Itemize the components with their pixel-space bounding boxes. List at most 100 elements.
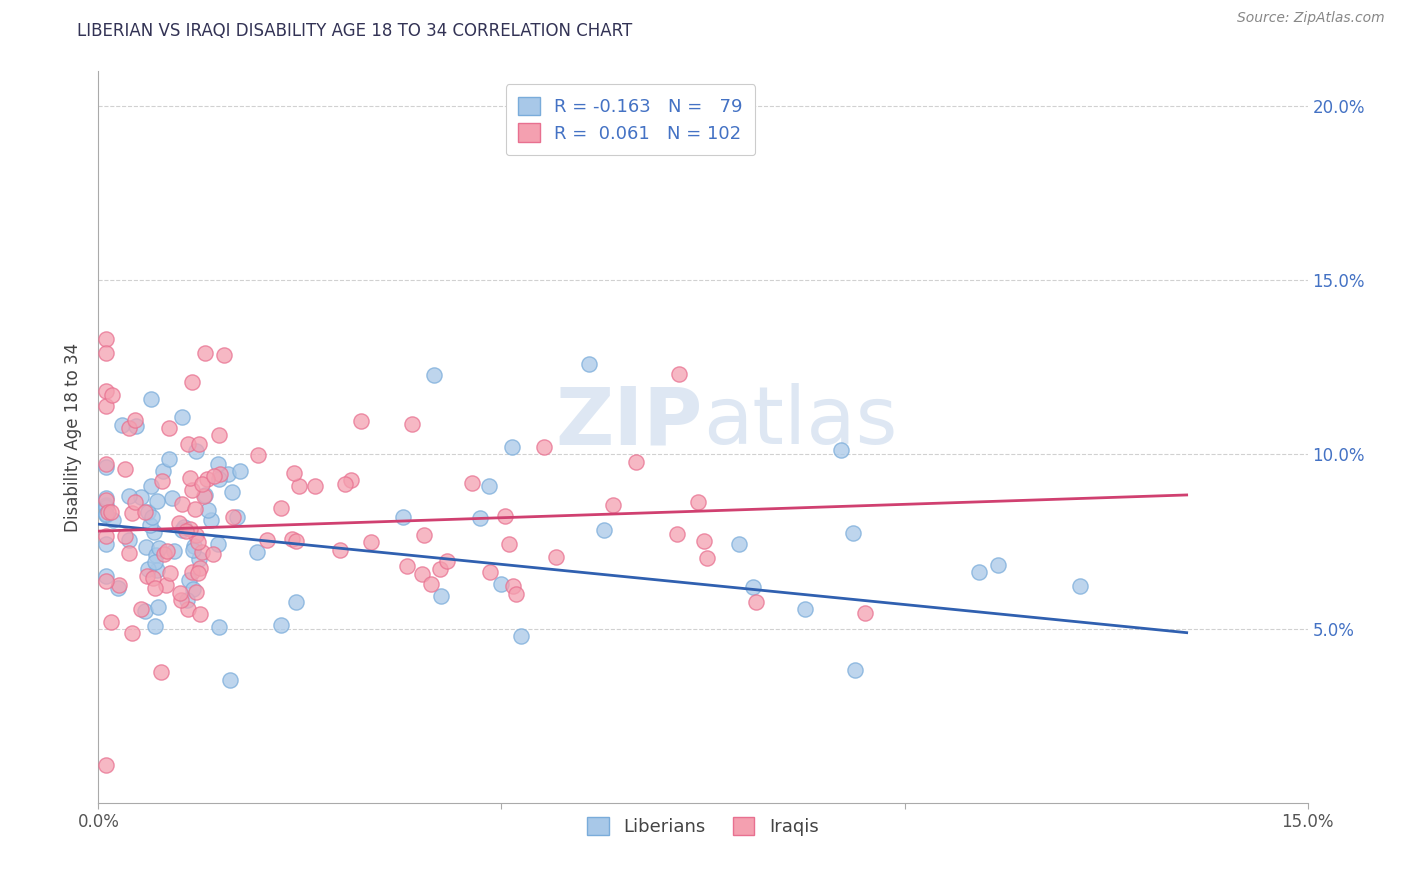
- Point: [96, 569, 118, 583]
- Point: [156, 544, 179, 558]
- Point: [184, 527, 207, 541]
- Point: [118, 533, 141, 547]
- Point: [96, 384, 118, 399]
- Point: [184, 444, 207, 458]
- Point: [686, 495, 709, 509]
- Point: [117, 488, 139, 502]
- Point: [360, 534, 382, 549]
- Point: [136, 569, 159, 583]
- Point: [148, 541, 170, 555]
- Point: [179, 471, 201, 485]
- Point: [134, 505, 156, 519]
- Point: [853, 606, 876, 620]
- Point: [256, 533, 278, 548]
- Point: [666, 527, 689, 541]
- Point: [100, 505, 122, 519]
- Point: [160, 491, 183, 506]
- Point: [111, 418, 134, 433]
- Point: [217, 467, 239, 482]
- Point: [221, 485, 243, 500]
- Point: [201, 547, 224, 561]
- Point: [177, 573, 200, 587]
- Point: [194, 488, 217, 502]
- Point: [96, 508, 118, 522]
- Point: [436, 554, 458, 568]
- Point: [592, 523, 614, 537]
- Point: [283, 466, 305, 480]
- Point: [696, 550, 718, 565]
- Point: [107, 582, 129, 596]
- Text: atlas: atlas: [703, 384, 897, 461]
- Point: [96, 498, 118, 512]
- Point: [284, 594, 307, 608]
- Point: [96, 345, 118, 359]
- Text: LIBERIAN VS IRAQI DISABILITY AGE 18 TO 34 CORRELATION CHART: LIBERIAN VS IRAQI DISABILITY AGE 18 TO 3…: [77, 22, 633, 40]
- Point: [169, 592, 191, 607]
- Point: [177, 602, 200, 616]
- Point: [121, 506, 143, 520]
- Point: [505, 586, 527, 600]
- Point: [96, 493, 118, 508]
- Point: [136, 561, 159, 575]
- Point: [155, 578, 177, 592]
- Point: [392, 509, 415, 524]
- Point: [96, 457, 118, 471]
- Point: [183, 539, 205, 553]
- Point: [208, 620, 231, 634]
- Point: [1069, 579, 1091, 593]
- Point: [96, 491, 118, 506]
- Point: [97, 505, 120, 519]
- Point: [157, 452, 180, 467]
- Point: [578, 357, 600, 371]
- Point: [96, 399, 118, 413]
- Point: [96, 529, 118, 543]
- Point: [841, 525, 863, 540]
- Point: [141, 510, 163, 524]
- Point: [478, 478, 501, 492]
- Point: [124, 494, 146, 508]
- Point: [288, 478, 311, 492]
- Point: [121, 626, 143, 640]
- Point: [118, 546, 141, 560]
- Point: [209, 467, 232, 482]
- Point: [103, 513, 125, 527]
- Point: [179, 522, 201, 536]
- Point: [533, 440, 555, 454]
- Point: [208, 427, 231, 442]
- Point: [169, 585, 191, 599]
- Point: [139, 479, 162, 493]
- Point: [184, 585, 207, 599]
- Point: [197, 502, 219, 516]
- Point: [100, 615, 122, 630]
- Point: [96, 500, 118, 514]
- Point: [742, 580, 765, 594]
- Point: [546, 550, 568, 565]
- Point: [143, 555, 166, 569]
- Point: [304, 479, 326, 493]
- Point: [96, 574, 118, 589]
- Point: [167, 516, 190, 531]
- Point: [159, 421, 181, 435]
- Point: [190, 545, 212, 559]
- Point: [844, 663, 866, 677]
- Point: [148, 599, 170, 614]
- Point: [745, 595, 768, 609]
- Point: [413, 528, 436, 542]
- Point: [502, 579, 524, 593]
- Point: [136, 505, 159, 519]
- Text: Source: ZipAtlas.com: Source: ZipAtlas.com: [1237, 11, 1385, 25]
- Point: [401, 417, 423, 431]
- Point: [498, 537, 520, 551]
- Point: [219, 673, 242, 687]
- Point: [329, 543, 352, 558]
- Point: [470, 511, 492, 525]
- Point: [118, 421, 141, 435]
- Point: [193, 490, 215, 504]
- Point: [195, 472, 218, 486]
- Legend: Liberians, Iraqis: Liberians, Iraqis: [575, 804, 831, 848]
- Point: [494, 508, 516, 523]
- Point: [987, 558, 1010, 572]
- Point: [187, 534, 209, 549]
- Point: [226, 510, 249, 524]
- Point: [129, 602, 152, 616]
